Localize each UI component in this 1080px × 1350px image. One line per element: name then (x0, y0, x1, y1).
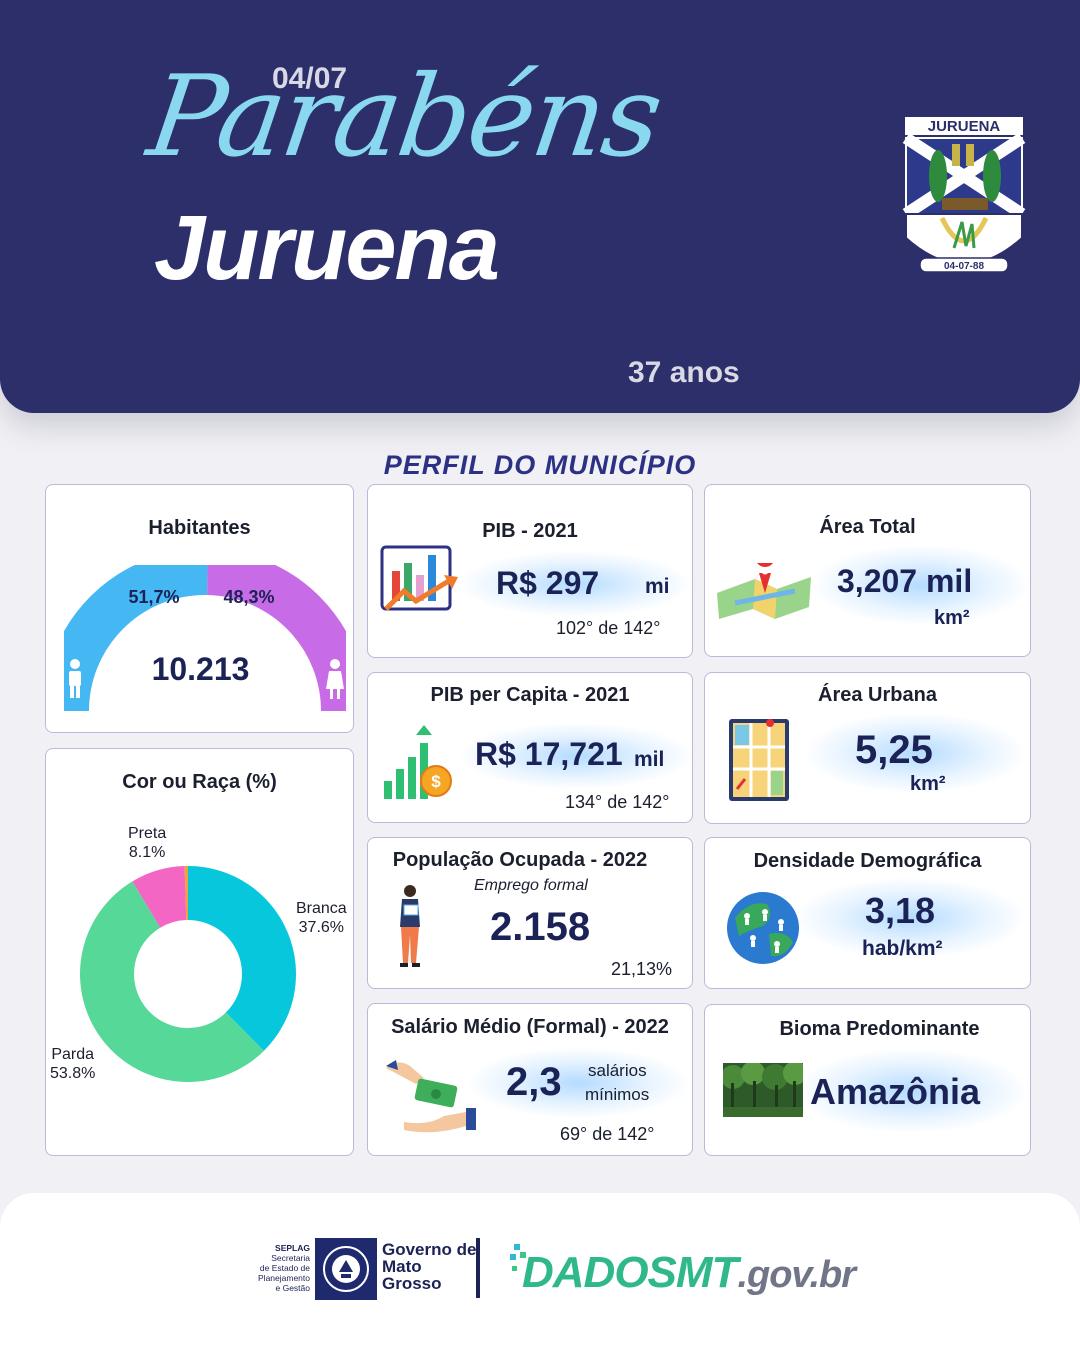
pib-value: R$ 297 (496, 565, 600, 601)
populacao-subtitle: Emprego formal (474, 877, 588, 894)
area-urbana-value: 5,25 (855, 728, 933, 772)
densidade-card: Densidade Demográfica 3,18 hab/km² (704, 837, 1031, 989)
pib-rank: 102° de 142° (556, 618, 661, 638)
habitantes-gauge: 51,7% 48,3% (64, 565, 346, 712)
parda-value: 53.8% (50, 1065, 96, 1082)
bioma-title: Bioma Predominante (779, 1018, 980, 1040)
cor-raca-title: Cor ou Raça (%) (122, 771, 277, 793)
seplag-line-3: de Estado de (259, 1263, 310, 1273)
salario-card: Salário Médio (Formal) - 2022 2,3 salári… (367, 1003, 693, 1156)
pib-capita-rank: 134° de 142° (565, 792, 670, 812)
area-urbana-unit: km² (910, 773, 946, 795)
habitantes-card: Habitantes 51,7% 48,3% 10.213 (45, 484, 354, 733)
donut-slice-branca (188, 866, 296, 1051)
parda-name: Parda (51, 1046, 95, 1063)
parda-label: Parda 53.8% (50, 1045, 95, 1083)
donut-slice-preta (132, 866, 187, 928)
branca-name: Branca (296, 900, 347, 917)
header-banner: Parabéns 04/07 Juruena 37 anos JURUENA 0… (0, 0, 1080, 413)
donut-slice-outros (184, 866, 188, 921)
pib-capita-card: PIB per Capita - 2021 $ R$ 17,721 mil 13… (367, 672, 693, 823)
seplag-line-1: SEPLAG (275, 1243, 310, 1253)
cor-raca-card: Cor ou Raça (%) Preta 8.1% Branca 37.6% … (45, 748, 354, 1156)
seplag-line-4: Planejamento (258, 1273, 310, 1283)
svg-text:$: $ (431, 772, 441, 791)
preta-name: Preta (128, 825, 167, 842)
map-pin-icon (717, 563, 811, 619)
area-urbana-title: Área Urbana (818, 684, 937, 706)
male-pct-label: 51,7% (128, 587, 179, 607)
densidade-title: Densidade Demográfica (753, 850, 982, 872)
densidade-value: 3,18 (865, 890, 936, 931)
salario-title: Salário Médio (Formal) - 2022 (391, 1016, 669, 1038)
worker-person-icon (400, 885, 420, 967)
seplag-line-5: e Gestão (275, 1283, 311, 1293)
seplag-text: SEPLAG Secretaria de Estado de Planejame… (232, 1243, 310, 1293)
money-hand-icon (386, 1060, 476, 1133)
preta-label: Preta 8.1% (128, 824, 166, 862)
populacao-value: 2.158 (490, 905, 591, 949)
populacao-pct: 21,13% (611, 959, 673, 979)
dados-dots-icon (510, 1244, 526, 1271)
pib-unit: mi (645, 575, 670, 598)
female-person-icon (326, 659, 344, 699)
male-person-icon (69, 659, 81, 698)
city-name: Juruena (154, 197, 500, 299)
pib-card: PIB - 2021 R$ 297 mi 102° de 142° (367, 484, 693, 658)
densidade-unit: hab/km² (862, 937, 943, 960)
crest-name: JURUENA (928, 118, 1001, 135)
salario-unit-line1: salários (588, 1061, 647, 1080)
area-urbana-card: Área Urbana 5,25 km² (704, 672, 1031, 824)
seplag-line-2: Secretaria (271, 1253, 310, 1263)
salario-value: 2,3 (506, 1060, 562, 1104)
gov-line-1: Governo de (382, 1240, 477, 1259)
pib-capita-unit: mil (634, 748, 665, 771)
governo-mt-text: Governo de Mato Grosso (382, 1241, 476, 1292)
pib-title: PIB - 2021 (482, 520, 578, 542)
populacao-card: População Ocupada - 2022 Emprego formal … (367, 837, 693, 989)
bar-chart-growth-icon (380, 545, 458, 611)
populacao-title: População Ocupada - 2022 (392, 849, 648, 871)
donut-slice-parda (80, 881, 264, 1082)
dadosmt-logo: DADOSMT.gov.br (522, 1248, 856, 1298)
pib-capita-value: R$ 17,721 (475, 736, 623, 772)
crest-ribbon-date: 04-07-88 (944, 261, 984, 272)
preta-value: 8.1% (128, 844, 166, 861)
city-map-icon (729, 719, 789, 801)
salario-rank: 69° de 142° (560, 1124, 655, 1144)
habitantes-total: 10.213 (151, 651, 250, 687)
salario-unit-line2: mínimos (585, 1085, 650, 1104)
municipal-crest-icon: JURUENA 04-07-88 (902, 115, 1026, 273)
footer (0, 1193, 1080, 1350)
female-pct-label: 48,3% (223, 587, 274, 607)
dadosmt-text: DADOSMT (522, 1248, 738, 1297)
footer-divider (476, 1238, 480, 1298)
pib-capita-title: PIB per Capita - 2021 (430, 684, 630, 706)
area-total-value: 3,207 mil (837, 563, 973, 599)
bioma-card: Bioma Predominante Amazônia (704, 1004, 1031, 1156)
globe-people-icon (727, 892, 799, 964)
gov-line-2: Mato (382, 1257, 422, 1276)
mato-grosso-seal-icon (315, 1238, 377, 1300)
anniversary-years: 37 anos (628, 356, 740, 389)
area-total-title: Área Total (819, 516, 916, 538)
section-title: PERFIL DO MUNICÍPIO (383, 450, 697, 480)
area-total-card: Área Total 3,207 mil km² (704, 484, 1031, 657)
branca-label: Branca 37.6% (296, 899, 347, 937)
area-total-unit: km² (934, 607, 970, 629)
header-date: 04/07 (272, 62, 348, 95)
habitantes-title: Habitantes (148, 517, 251, 539)
race-donut-chart (80, 866, 296, 1082)
dadosmt-suffix: .gov.br (737, 1254, 856, 1296)
bioma-value: Amazônia (810, 1071, 981, 1112)
header-title: Parabéns (140, 52, 669, 182)
branca-value: 37.6% (298, 919, 345, 936)
coin-growth-icon: $ (384, 725, 452, 799)
forest-icon (723, 1063, 803, 1117)
gov-line-3: Grosso (382, 1274, 442, 1293)
